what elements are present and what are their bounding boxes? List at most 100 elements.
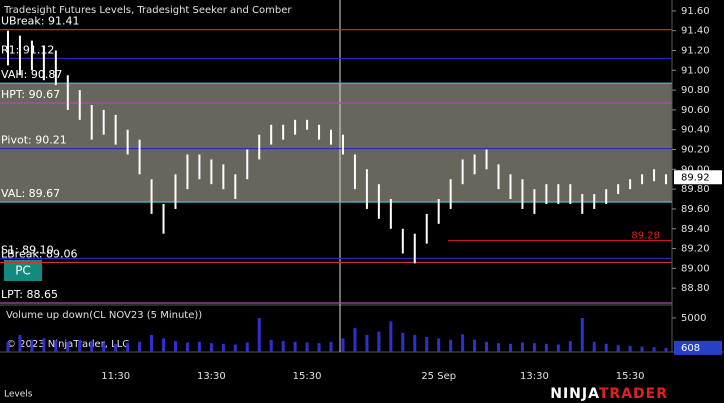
volume-bar: [389, 321, 393, 352]
volume-bar: [66, 341, 70, 352]
volume-bar: [353, 328, 357, 352]
volume-bar: [437, 338, 441, 352]
y-tick-label: 88.80: [681, 283, 710, 294]
volume-bar: [556, 344, 560, 352]
level-label: HPT: 90.67: [1, 88, 60, 101]
volume-bar: [257, 317, 261, 352]
panel-label: Levels: [4, 390, 33, 400]
y-tick-label: 89.80: [681, 184, 710, 195]
volume-bar: [42, 338, 46, 352]
level-label: VAL: 89.67: [1, 187, 60, 200]
level-label: UBreak: 91.41: [1, 15, 79, 28]
volume-bar: [640, 346, 644, 352]
y-tick-label: 89.00: [681, 263, 710, 274]
pc-button[interactable]: [4, 260, 42, 281]
level-label: S1: 89.10: [1, 243, 54, 256]
volume-bar: [628, 345, 632, 352]
volume-bar: [78, 339, 82, 352]
volume-bar: [245, 342, 249, 352]
volume-bar: [497, 343, 501, 352]
volume-bar: [365, 334, 369, 352]
x-tick-label: 25 Sep: [421, 371, 456, 382]
volume-bar: [592, 341, 596, 352]
last-volume-label: 608: [681, 343, 700, 354]
volume-bar: [425, 337, 429, 352]
level-label: LBreak: 89.06: [1, 247, 78, 260]
volume-bar: [508, 343, 512, 352]
volume-bar: [329, 341, 333, 352]
volume-bar: [413, 334, 417, 352]
volume-bar: [162, 338, 166, 352]
volume-bar: [90, 341, 94, 352]
volume-bar: [532, 343, 536, 352]
volume-bar: [568, 341, 572, 352]
volume-bar: [317, 343, 321, 352]
volume-bar: [449, 339, 453, 352]
y-tick-label: 89.20: [681, 244, 710, 255]
volume-bar: [209, 343, 213, 352]
volume-bar: [473, 339, 477, 352]
volume-bar: [520, 342, 524, 352]
volume-bar: [616, 345, 620, 352]
volume-bar: [138, 341, 142, 352]
y-tick-label: 90.60: [681, 105, 710, 116]
volume-bar: [652, 347, 656, 352]
volume-bar: [377, 331, 381, 352]
volume-bar: [281, 341, 285, 352]
y-tick-label: 89.60: [681, 204, 710, 215]
volume-bar: [341, 338, 345, 352]
level-label: LPT: 88.65: [1, 288, 58, 301]
volume-bar: [544, 343, 548, 352]
level-label: R1: 91.12: [1, 43, 54, 56]
y-tick-label: 89.40: [681, 224, 710, 235]
y-tick-label: 90.80: [681, 85, 710, 96]
marker-label: 89.28: [631, 231, 660, 242]
x-tick-label: 15:30: [616, 371, 645, 382]
last-volume-box: [674, 340, 722, 355]
x-tick-label: 15:30: [293, 371, 322, 382]
volume-bar: [485, 341, 489, 352]
volume-bar: [102, 342, 106, 352]
volume-title: Volume up down(CL NOV23 (5 Minute)): [6, 310, 202, 321]
volume-bar: [126, 343, 130, 352]
volume-bar: [221, 343, 225, 352]
y-tick-label: 91.20: [681, 46, 710, 57]
last-price-label: 89.92: [681, 172, 710, 183]
x-tick-label: 13:30: [197, 371, 226, 382]
y-tick-label: 5000: [681, 313, 706, 324]
y-tick-label: 91.60: [681, 6, 710, 17]
logo: NINJATRADER: [550, 386, 668, 402]
y-tick-label: 91.40: [681, 26, 710, 37]
last-price-box: [674, 170, 722, 185]
volume-bar: [269, 339, 273, 352]
y-tick-label: 91.00: [681, 65, 710, 76]
volume-bar: [54, 340, 58, 352]
pc-button-label[interactable]: PC: [15, 264, 31, 278]
y-tick-label: 90.20: [681, 145, 710, 156]
volume-bar: [604, 343, 608, 352]
logo-right: TRADER: [599, 386, 668, 402]
y-tick-label: 90.40: [681, 125, 710, 136]
volume-bar: [197, 341, 201, 352]
volume-bar: [18, 334, 22, 352]
volume-bar: [293, 341, 297, 352]
logo-left: NINJA: [550, 386, 599, 402]
volume-bar: [401, 332, 405, 352]
volume-bar: [664, 347, 668, 352]
volume-bar: [580, 317, 584, 352]
volume-bar: [233, 344, 237, 352]
volume-bar: [305, 342, 309, 352]
volume-bar: [114, 343, 118, 352]
y-tick-label: 90.00: [681, 164, 710, 175]
volume-bar: [173, 341, 177, 352]
volume-bar: [6, 341, 10, 352]
volume-bar: [461, 334, 465, 352]
volume-bar: [150, 334, 154, 352]
x-tick-label: 11:30: [101, 371, 130, 382]
level-label: VAH: 90.87: [1, 68, 62, 81]
volume-bar: [30, 339, 34, 352]
level-label: Pivot: 90.21: [1, 134, 67, 147]
volume-bar: [185, 342, 189, 352]
chart-title: Tradesight Futures Levels, Tradesight Se…: [3, 5, 292, 16]
